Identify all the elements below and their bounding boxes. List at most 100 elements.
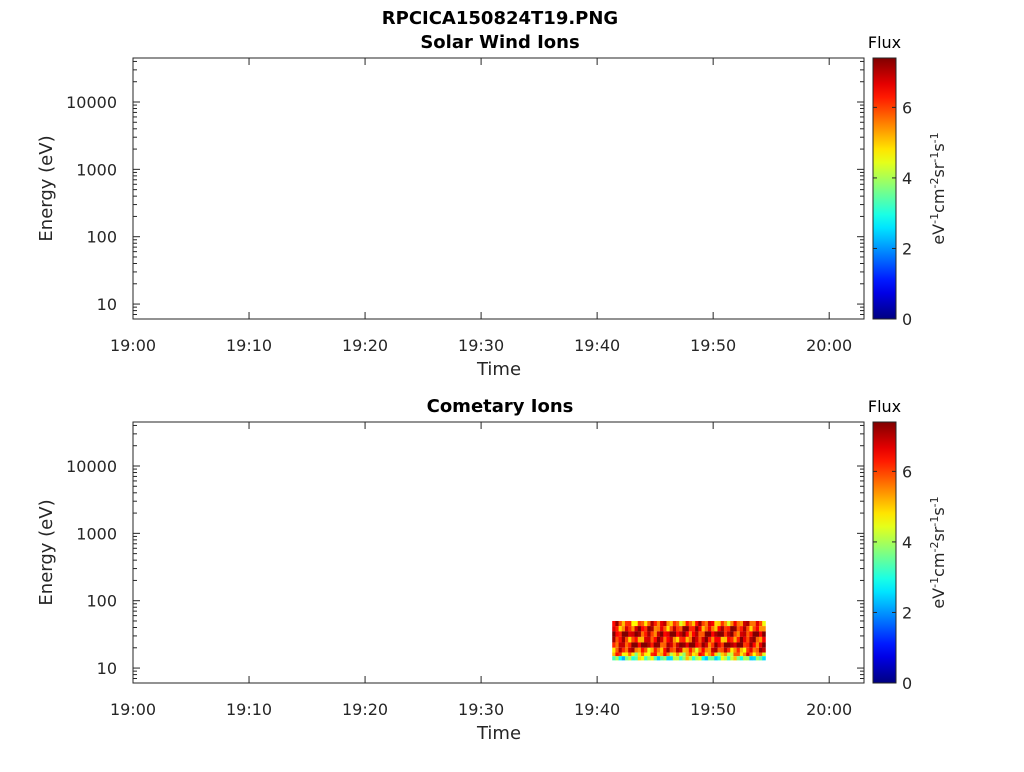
panel2-heatmap-cell xyxy=(624,642,629,648)
panel2-heatmap-cell xyxy=(755,620,760,627)
panel2-heatmap-cell xyxy=(660,620,664,627)
panel2-heatmap-cell xyxy=(631,631,635,637)
panel2-heatmap-cell xyxy=(752,620,757,627)
panel2-heatmap-cell xyxy=(762,642,766,648)
panel2-heatmap-cell xyxy=(621,647,626,653)
panel2-heatmap-cell xyxy=(631,620,635,627)
panel2-heatmap-cell xyxy=(685,656,690,661)
panel2-heatmap-cell xyxy=(711,626,715,632)
panel1-x-tick-label: 19:00 xyxy=(110,336,156,355)
panel2-heatmap-cell xyxy=(669,642,674,648)
panel2-heatmap-cell xyxy=(758,647,763,653)
panel2-heatmap-cell xyxy=(644,656,648,661)
panel2-heatmap-cell xyxy=(743,652,747,657)
panel2-heatmap-cell xyxy=(621,620,626,627)
panel2-heatmap-cell xyxy=(644,647,648,653)
panel1-x-tick-label: 19:30 xyxy=(458,336,504,355)
panel2-heatmap-cell xyxy=(701,631,706,637)
panel2-heatmap-cell xyxy=(762,631,766,637)
panel2-heatmap-cell xyxy=(733,626,738,632)
panel2-axes-box xyxy=(132,421,865,684)
panel2-heatmap-cell xyxy=(631,636,635,643)
panel2-heatmap-cell xyxy=(653,620,658,627)
panel1-axes-box xyxy=(132,57,865,320)
panel1-title: Solar Wind Ions xyxy=(420,32,579,53)
panel2-heatmap-cell xyxy=(707,626,712,632)
panel2-heatmap-cell xyxy=(727,652,731,657)
panel2-heatmap-cell xyxy=(637,652,642,657)
panel2-heatmap-cell xyxy=(637,626,642,632)
panel2-heatmap-cell xyxy=(615,656,619,661)
panel2-heatmap-cell xyxy=(669,647,674,653)
panel2-heatmap-cell xyxy=(701,636,706,643)
panel2-heatmap-cell xyxy=(707,656,712,661)
panel2-heatmap-cell xyxy=(755,636,760,643)
panel2-heatmap-cell xyxy=(688,647,693,653)
panel2-heatmap-cell xyxy=(752,626,757,632)
panel2-heatmap-cell xyxy=(628,642,632,648)
panel2-heatmap-cell xyxy=(695,636,699,643)
panel2-heatmap-cell xyxy=(736,642,741,648)
panel2-heatmap-cell xyxy=(758,636,763,643)
panel2-heatmap-cell xyxy=(733,656,738,661)
panel1-y-tick-label: 10 xyxy=(97,295,117,314)
panel2-heatmap-cell xyxy=(676,652,680,657)
panel2-heatmap-cell xyxy=(749,620,754,627)
panel2-heatmap-cell xyxy=(739,647,744,653)
panel2-heatmap-cell xyxy=(733,647,738,653)
panel2-colorbar-unit-label: eV-1cm-2sr-1s-1 xyxy=(928,496,949,608)
panel2-heatmap-cell xyxy=(714,652,718,657)
panel2-heatmap-cell xyxy=(669,656,674,661)
panel2-heatmap-cell xyxy=(714,631,718,637)
panel2-heatmap-cell xyxy=(672,636,677,643)
panel2-heatmap-cell xyxy=(628,636,632,643)
panel2-heatmap-cell xyxy=(669,626,674,632)
panel2-heatmap-cell xyxy=(634,620,639,627)
panel2-y-tick-label: 100 xyxy=(86,592,117,611)
panel2-heatmap-cell xyxy=(672,656,677,661)
panel2-heatmap-cell xyxy=(727,631,731,637)
panel2-heatmap-cell xyxy=(679,642,683,648)
panel2-heatmap-cell xyxy=(727,656,731,661)
panel2-heatmap-cell xyxy=(691,642,696,648)
panel2-heatmap-cell xyxy=(647,636,651,643)
panel2-colorbar-tick-label: 4 xyxy=(902,533,912,552)
panel2-heatmap-cell xyxy=(704,647,709,653)
panel2-y-tick-label: 1000 xyxy=(76,524,117,543)
unit-base: cm xyxy=(929,553,948,577)
panel2-heatmap-cell xyxy=(685,631,690,637)
panel2-heatmap-cell xyxy=(640,620,645,627)
panel2-heatmap-cell xyxy=(736,656,741,661)
panel2-heatmap-cell xyxy=(720,652,725,657)
panel2-heatmap xyxy=(612,620,766,661)
panel1-y-axis-label: Energy (eV) xyxy=(36,135,57,241)
panel2-heatmap-cell xyxy=(666,656,671,661)
panel2-heatmap-cell xyxy=(717,620,722,627)
panel2-heatmap-cell xyxy=(615,626,619,632)
panel2-heatmap-cell xyxy=(730,620,734,627)
panel2-heatmap-cell xyxy=(707,652,712,657)
panel2-heatmap-cell xyxy=(743,620,747,627)
panel2-heatmap-cell xyxy=(723,647,728,653)
panel2-heatmap-cell xyxy=(637,647,642,653)
panel2-heatmap-cell xyxy=(688,626,693,632)
panel2-heatmap-cell xyxy=(752,652,757,657)
panel2-heatmap-cell xyxy=(679,631,683,637)
panel2-heatmap-cell xyxy=(749,636,754,643)
panel2-heatmap-cell xyxy=(650,620,655,627)
panel2-heatmap-cell xyxy=(676,631,680,637)
panel2-heatmap-cell xyxy=(762,647,766,653)
panel2-heatmap-cell xyxy=(698,636,702,643)
panel2-heatmap-cell xyxy=(644,620,648,627)
panel2-heatmap-cell xyxy=(640,656,645,661)
panel2-heatmap-cell xyxy=(723,631,728,637)
panel2-heatmap-cell xyxy=(615,647,619,653)
panel2-heatmap-cell xyxy=(701,647,706,653)
unit-base: sr xyxy=(929,162,948,177)
panel2-heatmap-cell xyxy=(720,636,725,643)
panel1-x-tick-label: 19:50 xyxy=(690,336,736,355)
unit-base: eV xyxy=(929,224,948,245)
panel2-heatmap-cell xyxy=(685,642,690,648)
panel2-heatmap-cell xyxy=(624,647,629,653)
